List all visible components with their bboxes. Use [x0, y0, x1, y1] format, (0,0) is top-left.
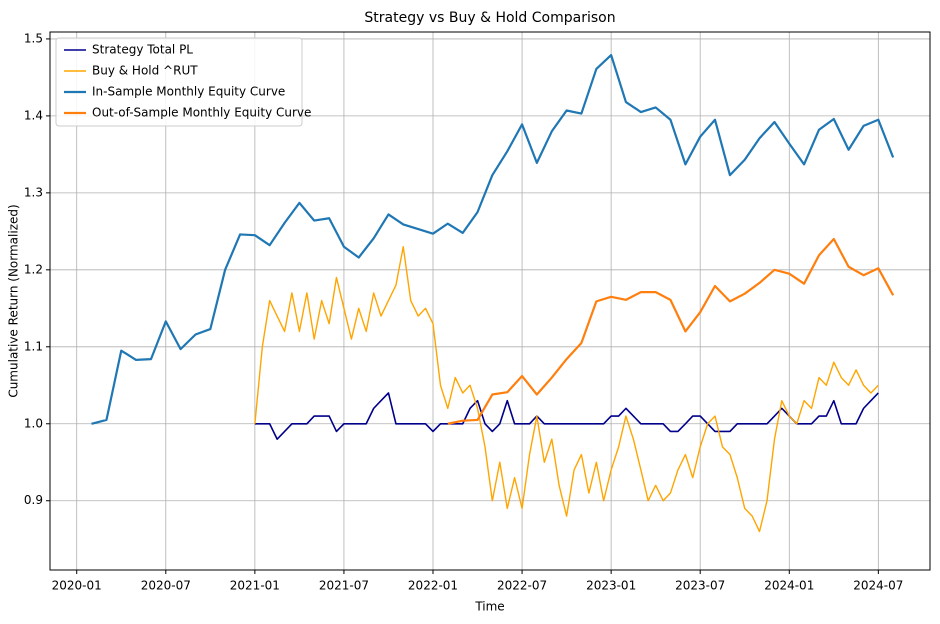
y-tick-label: 0.9	[24, 493, 43, 507]
y-axis-label: Cumulative Return (Normalized)	[7, 204, 21, 397]
x-tick-label: 2024-01	[764, 579, 814, 593]
x-tick-label: 2024-07	[853, 579, 903, 593]
legend-box	[55, 37, 303, 127]
plot-frame	[49, 31, 931, 571]
x-tick-label: 2023-01	[586, 579, 636, 593]
legend-label: In-Sample Monthly Equity Curve	[92, 85, 285, 99]
x-tick-label: 2023-07	[675, 579, 725, 593]
y-tick-label: 1.3	[24, 185, 43, 199]
y-tick-label: 1.1	[24, 339, 43, 353]
series-line	[447, 237, 895, 425]
x-tick-label: 2020-01	[52, 579, 102, 593]
series-line	[91, 53, 895, 425]
x-axis-label: Time	[474, 600, 504, 614]
series-line	[254, 392, 879, 440]
series-line	[254, 246, 879, 533]
y-tick-label: 1.2	[24, 262, 43, 276]
x-tick-label: 2022-07	[497, 579, 547, 593]
y-tick-label: 1.5	[24, 31, 43, 45]
x-tick-label: 2021-01	[230, 579, 280, 593]
chart-title: Strategy vs Buy & Hold Comparison	[364, 10, 615, 26]
x-tick-label: 2022-01	[408, 579, 458, 593]
legend-label: Buy & Hold ^RUT	[92, 64, 198, 78]
legend-label: Out-of-Sample Monthly Equity Curve	[92, 106, 311, 120]
legend-label: Strategy Total PL	[92, 43, 193, 57]
y-tick-label: 1.0	[24, 416, 43, 430]
x-tick-label: 2021-07	[319, 579, 369, 593]
x-tick-label: 2020-07	[141, 579, 191, 593]
y-tick-label: 1.4	[24, 108, 43, 122]
legend: Strategy Total PL Buy & Hold ^RUT In-Sampl…	[55, 37, 311, 127]
